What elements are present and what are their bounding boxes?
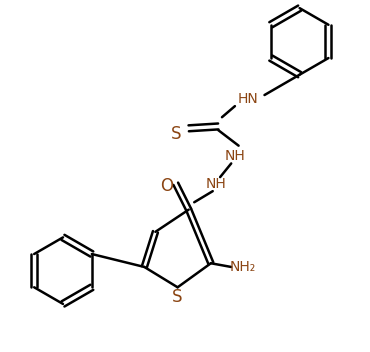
Text: NH: NH [225, 149, 245, 163]
Text: S: S [172, 288, 183, 306]
Text: HN: HN [238, 92, 258, 106]
Text: NH: NH [206, 177, 227, 191]
Text: S: S [171, 125, 181, 143]
Text: NH₂: NH₂ [229, 260, 255, 274]
Text: O: O [160, 177, 173, 195]
